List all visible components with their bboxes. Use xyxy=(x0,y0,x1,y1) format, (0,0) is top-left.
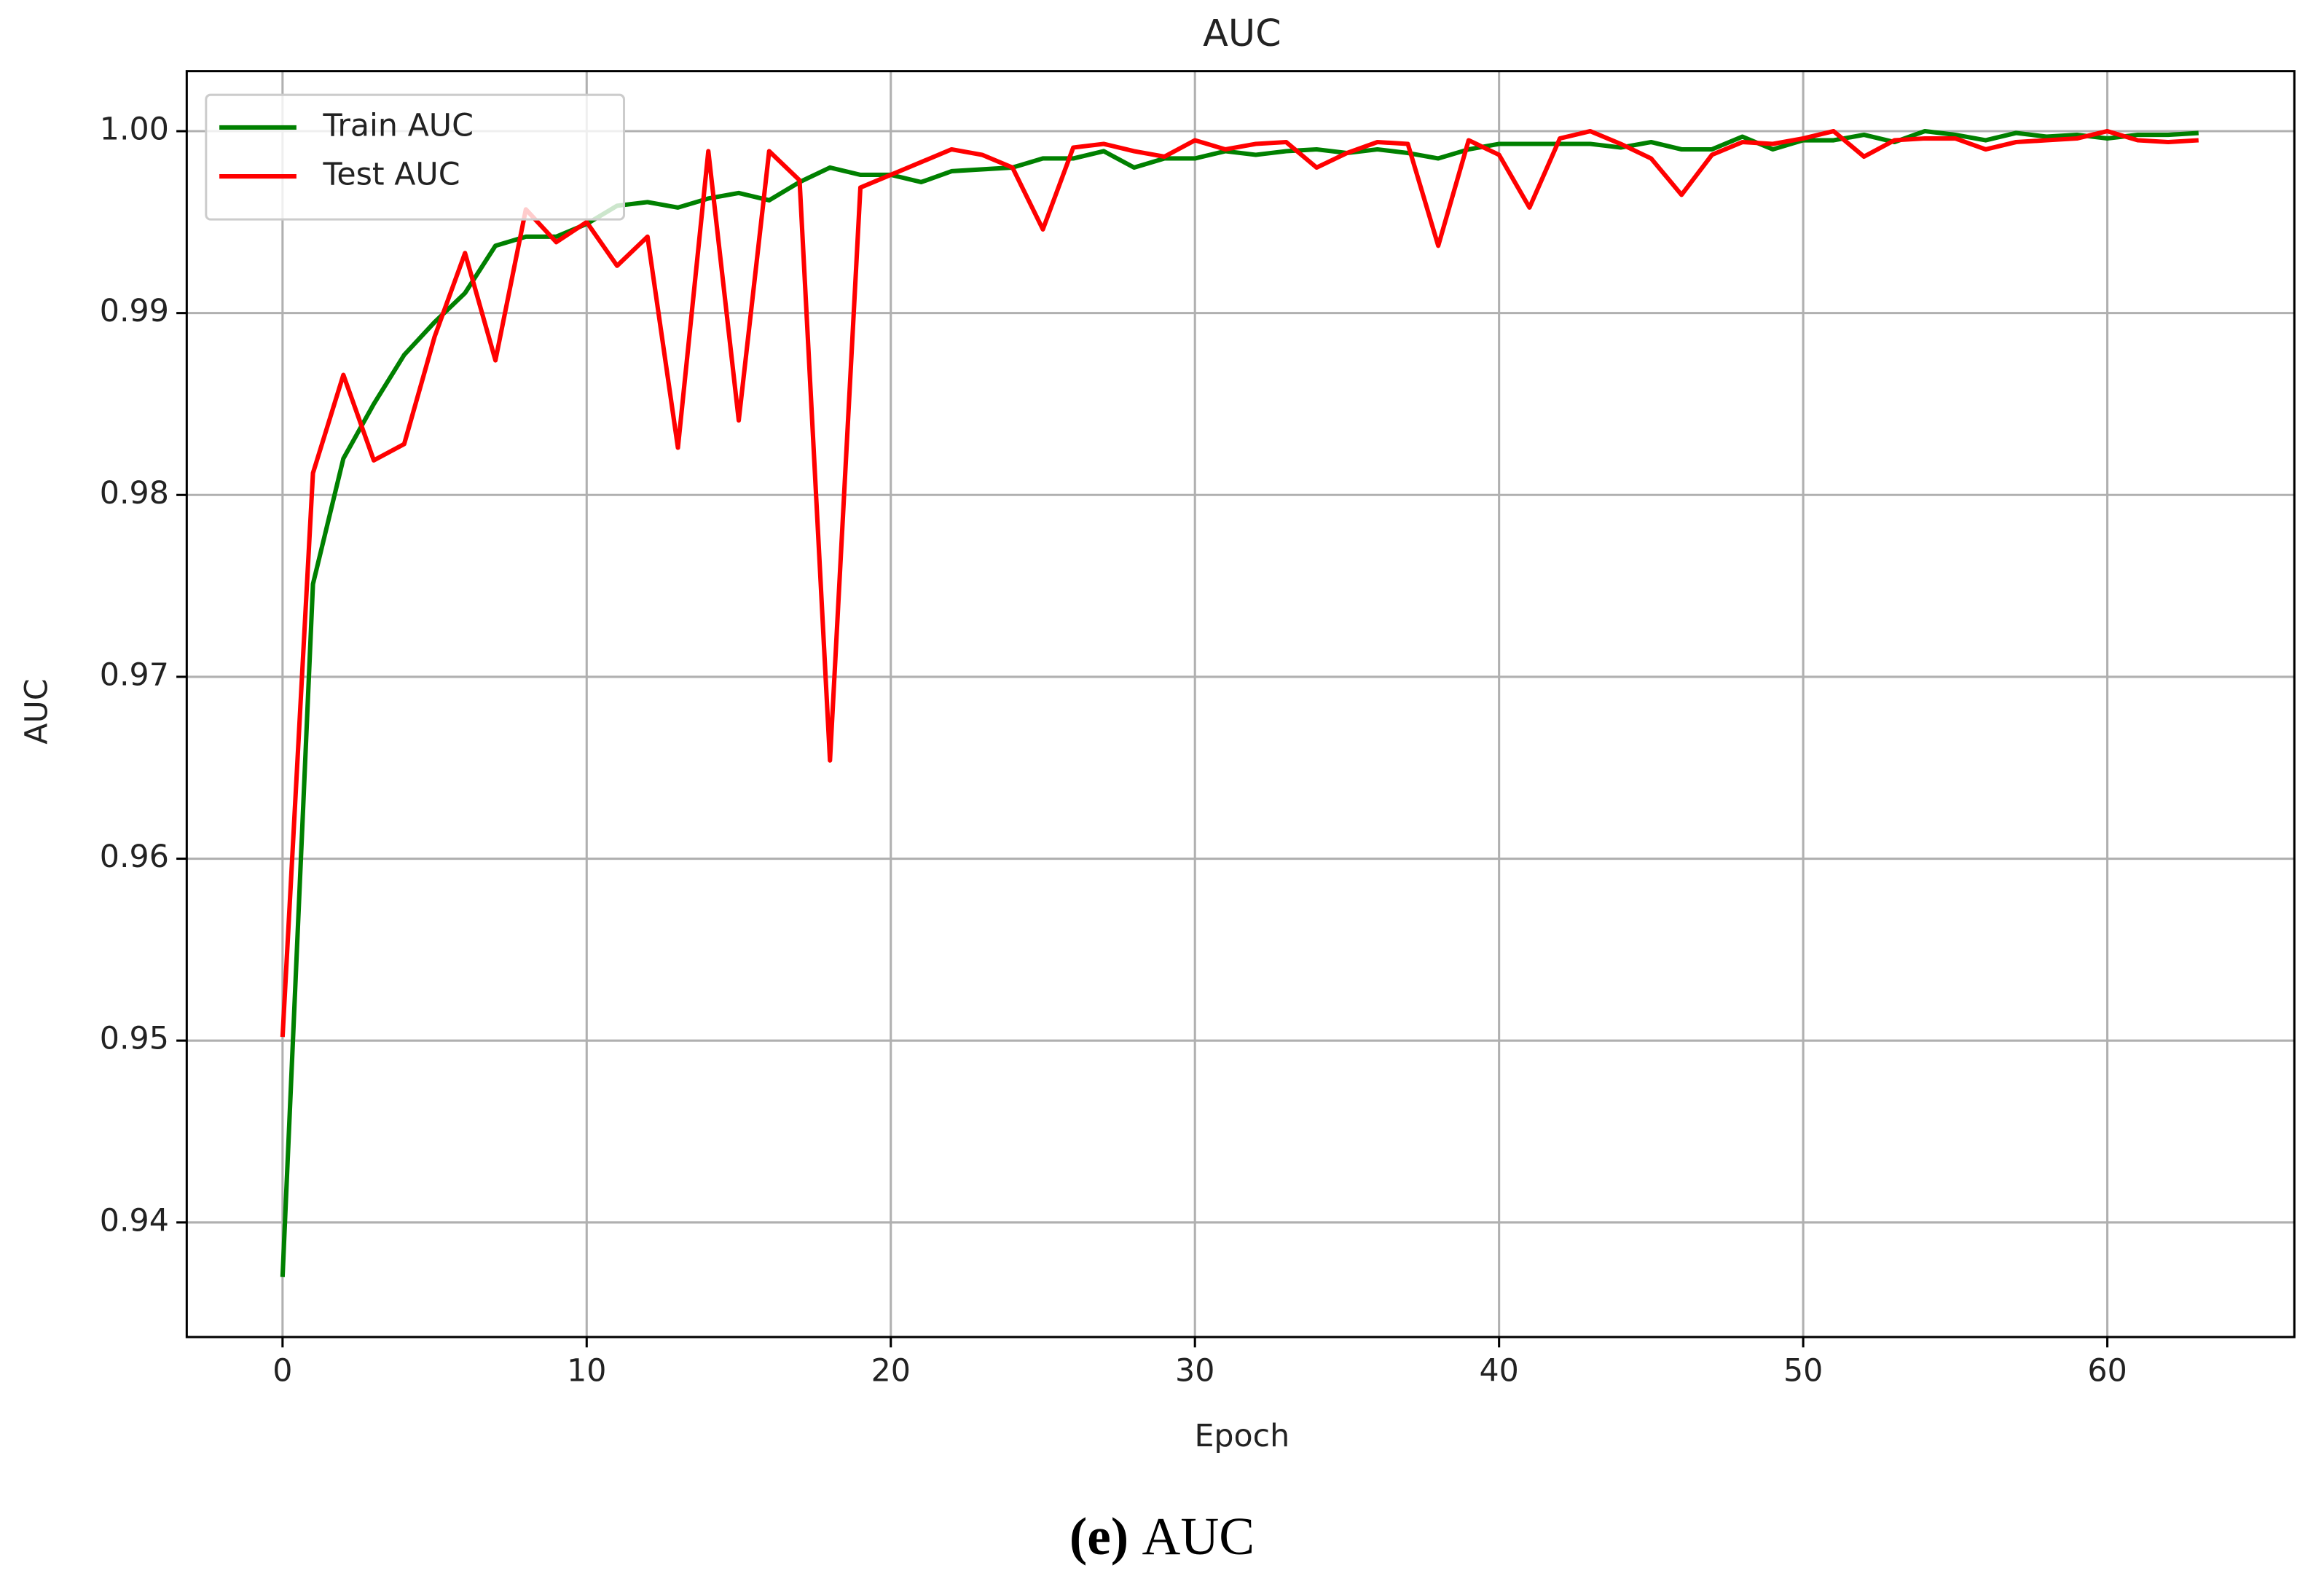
x-tick-label: 30 xyxy=(1175,1352,1214,1389)
x-tick-label: 50 xyxy=(1783,1352,1823,1389)
y-tick-label: 0.97 xyxy=(100,656,169,693)
data-line xyxy=(280,128,2199,1038)
plot-frame xyxy=(185,70,2296,1338)
legend-label: Test AUC xyxy=(323,157,460,193)
caption: (e) AUC xyxy=(1069,1507,1255,1566)
x-tick-label: 10 xyxy=(567,1352,606,1389)
x-axis-label: Epoch xyxy=(1194,1418,1289,1454)
x-tick-label: 60 xyxy=(2087,1352,2127,1389)
caption-text: AUC xyxy=(1142,1507,1255,1566)
legend-box xyxy=(205,93,626,221)
y-tick-label: 1.00 xyxy=(100,111,169,148)
y-tick-label: 0.95 xyxy=(100,1021,169,1057)
y-tick-label: 0.96 xyxy=(100,839,169,875)
y-tick-label: 0.94 xyxy=(100,1202,169,1239)
legend-label: Train AUC xyxy=(323,107,474,144)
x-tick-label: 0 xyxy=(272,1352,292,1389)
y-axis-label: AUC xyxy=(18,678,55,744)
y-tick-label: 0.99 xyxy=(100,293,169,329)
x-tick-label: 20 xyxy=(871,1352,911,1389)
chart-title: AUC xyxy=(1203,12,1281,55)
caption-tag: (e) xyxy=(1069,1507,1128,1566)
x-tick-label: 40 xyxy=(1479,1352,1518,1389)
y-tick-label: 0.98 xyxy=(100,475,169,511)
